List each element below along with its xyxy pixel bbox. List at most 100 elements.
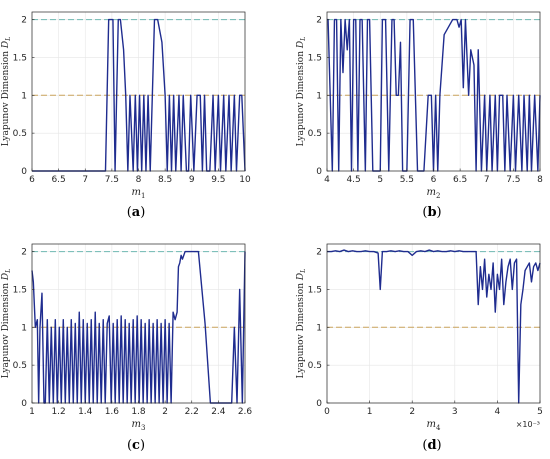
y-axis-label-subscript: L bbox=[299, 269, 307, 274]
y-axis-label: Lyapunov Dimension DL bbox=[296, 37, 307, 147]
y-tick-label: 1 bbox=[316, 323, 322, 333]
y-axis-label-symbol: D bbox=[1, 273, 11, 281]
x-tick-label: 2.4 bbox=[211, 407, 226, 417]
panel-caption-open: ( bbox=[422, 438, 427, 453]
y-tick-label: 1.5 bbox=[13, 285, 27, 295]
panel-caption: (b) bbox=[422, 205, 441, 220]
x-tick-label: 2 bbox=[162, 407, 168, 417]
x-tick-label: 6 bbox=[431, 175, 437, 185]
panel-caption-letter: c bbox=[132, 438, 140, 453]
x-tick-label: 6.5 bbox=[51, 175, 65, 185]
x-axis-label-symbol: m bbox=[132, 419, 141, 430]
x-axis-label: m4 bbox=[427, 419, 441, 432]
x-tick-label: 1 bbox=[29, 407, 35, 417]
x-tick-label: 6 bbox=[29, 175, 35, 185]
x-tick-label: 3 bbox=[452, 407, 458, 417]
x-tick-label: 4 bbox=[495, 407, 501, 417]
panel-caption: (c) bbox=[127, 438, 145, 453]
panel-caption-open: ( bbox=[127, 205, 132, 220]
y-tick-label: 0.5 bbox=[308, 129, 322, 139]
x-axis-label: m3 bbox=[132, 419, 146, 432]
panel-caption-letter: d bbox=[427, 438, 436, 453]
panel-caption: (a) bbox=[127, 205, 146, 220]
panel-caption-letter: a bbox=[132, 205, 141, 220]
y-tick-label: 0 bbox=[21, 399, 27, 409]
y-axis-label-subscript: L bbox=[4, 37, 12, 42]
x-axis-label-subscript: 3 bbox=[141, 424, 145, 432]
panel-caption-close: ) bbox=[437, 205, 442, 220]
panel-caption: (d) bbox=[422, 438, 441, 453]
panel-caption-close: ) bbox=[140, 438, 145, 453]
y-tick-label: 1.5 bbox=[308, 285, 322, 295]
y-axis-label-subscript: L bbox=[4, 269, 12, 274]
chart-panel-c: 1 1.2 1.4 1.6 1.8 2 2.2 2.4 2.6 0 0.5 1 1.5 2 m3 Lyapun… bbox=[1, 243, 253, 453]
x-tick-label: 7 bbox=[484, 175, 490, 185]
y-tick-label: 0 bbox=[316, 167, 322, 177]
data-series-line bbox=[327, 18, 541, 172]
y-tick-label: 0 bbox=[316, 399, 322, 409]
x-tick-label: 5 bbox=[537, 407, 543, 417]
y-axis-label: Lyapunov Dimension DL bbox=[1, 37, 12, 147]
y-axis-label: Lyapunov Dimension DL bbox=[296, 269, 307, 379]
x-axis-label-symbol: m bbox=[132, 187, 141, 198]
x-tick-label: 7.5 bbox=[506, 175, 520, 185]
y-axis-label-text: Lyapunov Dimension bbox=[296, 48, 306, 146]
y-axis-label-text: Lyapunov Dimension bbox=[1, 48, 11, 146]
y-axis-label: Lyapunov Dimension DL bbox=[1, 269, 12, 379]
y-tick-label: 2 bbox=[21, 16, 27, 26]
x-tick-label: 8.5 bbox=[158, 175, 172, 185]
y-axis-label-text: Lyapunov Dimension bbox=[296, 280, 306, 378]
x-axis-label-subscript: 4 bbox=[436, 424, 441, 432]
y-tick-label: 1.5 bbox=[308, 53, 322, 63]
y-tick-label: 0.5 bbox=[13, 129, 27, 139]
x-tick-label: 9 bbox=[189, 175, 195, 185]
panel-caption-close: ) bbox=[437, 438, 442, 453]
x-tick-label: 7 bbox=[82, 175, 88, 185]
x-tick-label: 2 bbox=[409, 407, 415, 417]
y-tick-label: 0 bbox=[21, 167, 27, 177]
x-axis-label: m2 bbox=[427, 187, 441, 200]
y-tick-label: 1.5 bbox=[13, 53, 27, 63]
y-tick-label: 2 bbox=[21, 248, 27, 258]
plot-area bbox=[327, 244, 540, 403]
x-tick-label: 1 bbox=[367, 407, 373, 417]
y-tick-label: 2 bbox=[316, 16, 322, 26]
x-axis-label: m1 bbox=[132, 187, 146, 200]
panel-caption-close: ) bbox=[140, 205, 145, 220]
y-axis-label-symbol: D bbox=[296, 273, 306, 281]
x-tick-label: 1.2 bbox=[51, 407, 65, 417]
y-tick-label: 0.5 bbox=[13, 361, 27, 371]
x-tick-label: 0 bbox=[324, 407, 330, 417]
x-tick-label: 5.5 bbox=[400, 175, 414, 185]
x-tick-label: 1.4 bbox=[78, 407, 93, 417]
x-tick-label: 6.5 bbox=[453, 175, 467, 185]
panel-caption-open: ( bbox=[127, 438, 132, 453]
x-tick-label: 4.5 bbox=[346, 175, 360, 185]
x-tick-label: 1.6 bbox=[105, 407, 120, 417]
x-tick-label: 1.8 bbox=[131, 407, 146, 417]
y-axis-label-symbol: D bbox=[296, 41, 306, 49]
x-tick-label: 5 bbox=[377, 175, 383, 185]
x-axis-label-symbol: m bbox=[427, 187, 436, 198]
x-tick-label: 4 bbox=[324, 175, 330, 185]
x-axis-label-symbol: m bbox=[427, 419, 436, 430]
x-tick-label: 2.2 bbox=[185, 407, 199, 417]
y-tick-label: 1 bbox=[21, 323, 27, 333]
x-tick-label: 8 bbox=[136, 175, 142, 185]
x-tick-label: 2.6 bbox=[238, 407, 253, 417]
y-tick-label: 1 bbox=[21, 91, 27, 101]
panel-caption-letter: b bbox=[427, 205, 436, 220]
panel-caption-open: ( bbox=[422, 205, 427, 220]
x-tick-label: 7.5 bbox=[105, 175, 119, 185]
x-axis-multiplier: ×10⁻³ bbox=[516, 420, 540, 429]
x-axis-label-subscript: 2 bbox=[436, 192, 440, 200]
axes-frame bbox=[326, 243, 541, 404]
y-axis-label-symbol: D bbox=[1, 41, 11, 49]
y-tick-label: 1 bbox=[316, 91, 322, 101]
x-tick-label: 10 bbox=[239, 175, 251, 185]
y-axis-label-subscript: L bbox=[299, 37, 307, 42]
